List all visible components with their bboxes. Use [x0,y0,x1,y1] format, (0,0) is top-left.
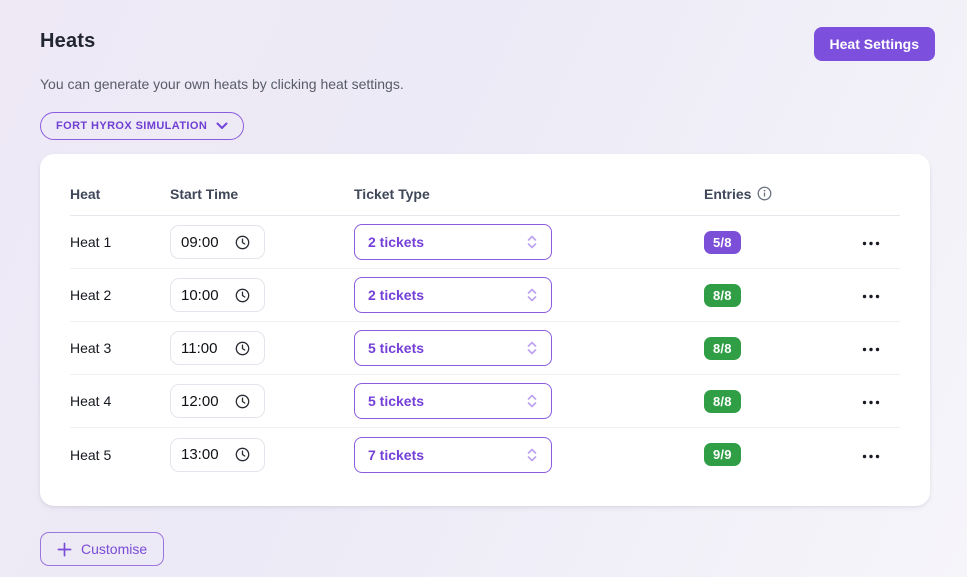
table-header-row: Heat Start Time Ticket Type Entries [70,154,900,216]
column-header-heat: Heat [70,185,101,202]
ticket-type-select[interactable]: 7 tickets [354,436,552,473]
start-time-input[interactable] [170,331,265,365]
plus-icon [57,542,72,557]
row-menu-button[interactable] [856,450,886,463]
heat-name: Heat 2 [70,287,112,303]
info-icon[interactable] [757,186,772,201]
ticket-type-select[interactable]: 2 tickets [354,277,552,313]
start-time-value[interactable] [181,233,227,251]
selector-icon [526,341,538,355]
ticket-type-select[interactable]: 5 tickets [354,383,552,419]
start-time-value[interactable] [181,392,227,410]
ticket-type-select[interactable]: 5 tickets [354,330,552,366]
selector-icon [526,394,538,408]
start-time-input[interactable] [170,225,265,259]
clock-icon [235,394,250,409]
ellipsis-icon [862,454,880,459]
ticket-type-value: 2 tickets [368,234,425,250]
page-header: Heats Heat Settings [40,27,935,61]
heat-settings-button[interactable]: Heat Settings [813,27,935,61]
ellipsis-icon [862,294,880,299]
event-selector-label: FORT HYROX SIMULATION [56,120,208,132]
customise-button-label: Customise [81,541,148,557]
ellipsis-icon [862,400,880,405]
entries-badge: 9/9 [704,443,741,466]
clock-icon [235,341,250,356]
selector-icon [526,235,538,249]
selector-icon [526,288,538,302]
heat-name: Heat 5 [70,446,112,463]
customise-button[interactable]: Customise [40,532,165,566]
entries-badge: 8/8 [704,389,741,413]
row-menu-button[interactable] [856,343,886,356]
row-menu-button[interactable] [856,290,886,303]
heat-name: Heat 3 [70,340,112,356]
entries-badge: 8/8 [704,336,741,360]
event-selector-dropdown[interactable]: FORT HYROX SIMULATION [40,112,245,140]
ticket-type-value: 5 tickets [368,393,425,409]
table-row: Heat 1 2 tickets 5/8 [70,216,900,269]
column-header-entries: Entries [704,186,854,202]
heat-name: Heat 4 [70,393,112,409]
start-time-value[interactable] [181,339,227,357]
ellipsis-icon [862,241,880,246]
clock-icon [235,447,250,462]
ellipsis-icon [862,347,880,352]
selector-icon [526,448,538,462]
table-row: Heat 2 2 tickets 8/8 [70,269,900,322]
page-subtitle: You can generate your own heats by click… [40,76,404,92]
clock-icon [235,288,250,303]
entries-badge: 5/8 [704,230,741,254]
heat-name: Heat 1 [70,234,112,250]
column-header-entries-label: Entries [704,185,752,202]
start-time-value[interactable] [181,446,227,463]
row-menu-button[interactable] [856,237,886,250]
page-title: Heats [40,30,96,52]
ticket-type-value: 5 tickets [368,340,425,356]
table-row: Heat 4 5 tickets 8/8 [70,375,900,428]
ticket-type-value: 2 tickets [368,287,425,303]
table-row: Heat 5 7 tickets 9/9 [70,428,900,481]
page-footer: Customise [40,532,935,566]
row-menu-button[interactable] [856,396,886,409]
start-time-input[interactable] [170,384,265,418]
heats-table-card: Heat Start Time Ticket Type Entries Heat… [40,154,930,506]
clock-icon [235,235,250,250]
ticket-type-select[interactable]: 2 tickets [354,224,552,260]
start-time-value[interactable] [181,286,227,304]
chevron-down-icon [216,122,228,130]
start-time-input[interactable] [170,437,265,472]
table-row: Heat 3 5 tickets 8/8 [70,322,900,375]
ticket-type-value: 7 tickets [368,446,425,463]
entries-badge: 8/8 [704,283,741,307]
column-header-ticket-type: Ticket Type [354,185,430,202]
start-time-input[interactable] [170,278,265,312]
column-header-start-time: Start Time [170,185,239,202]
